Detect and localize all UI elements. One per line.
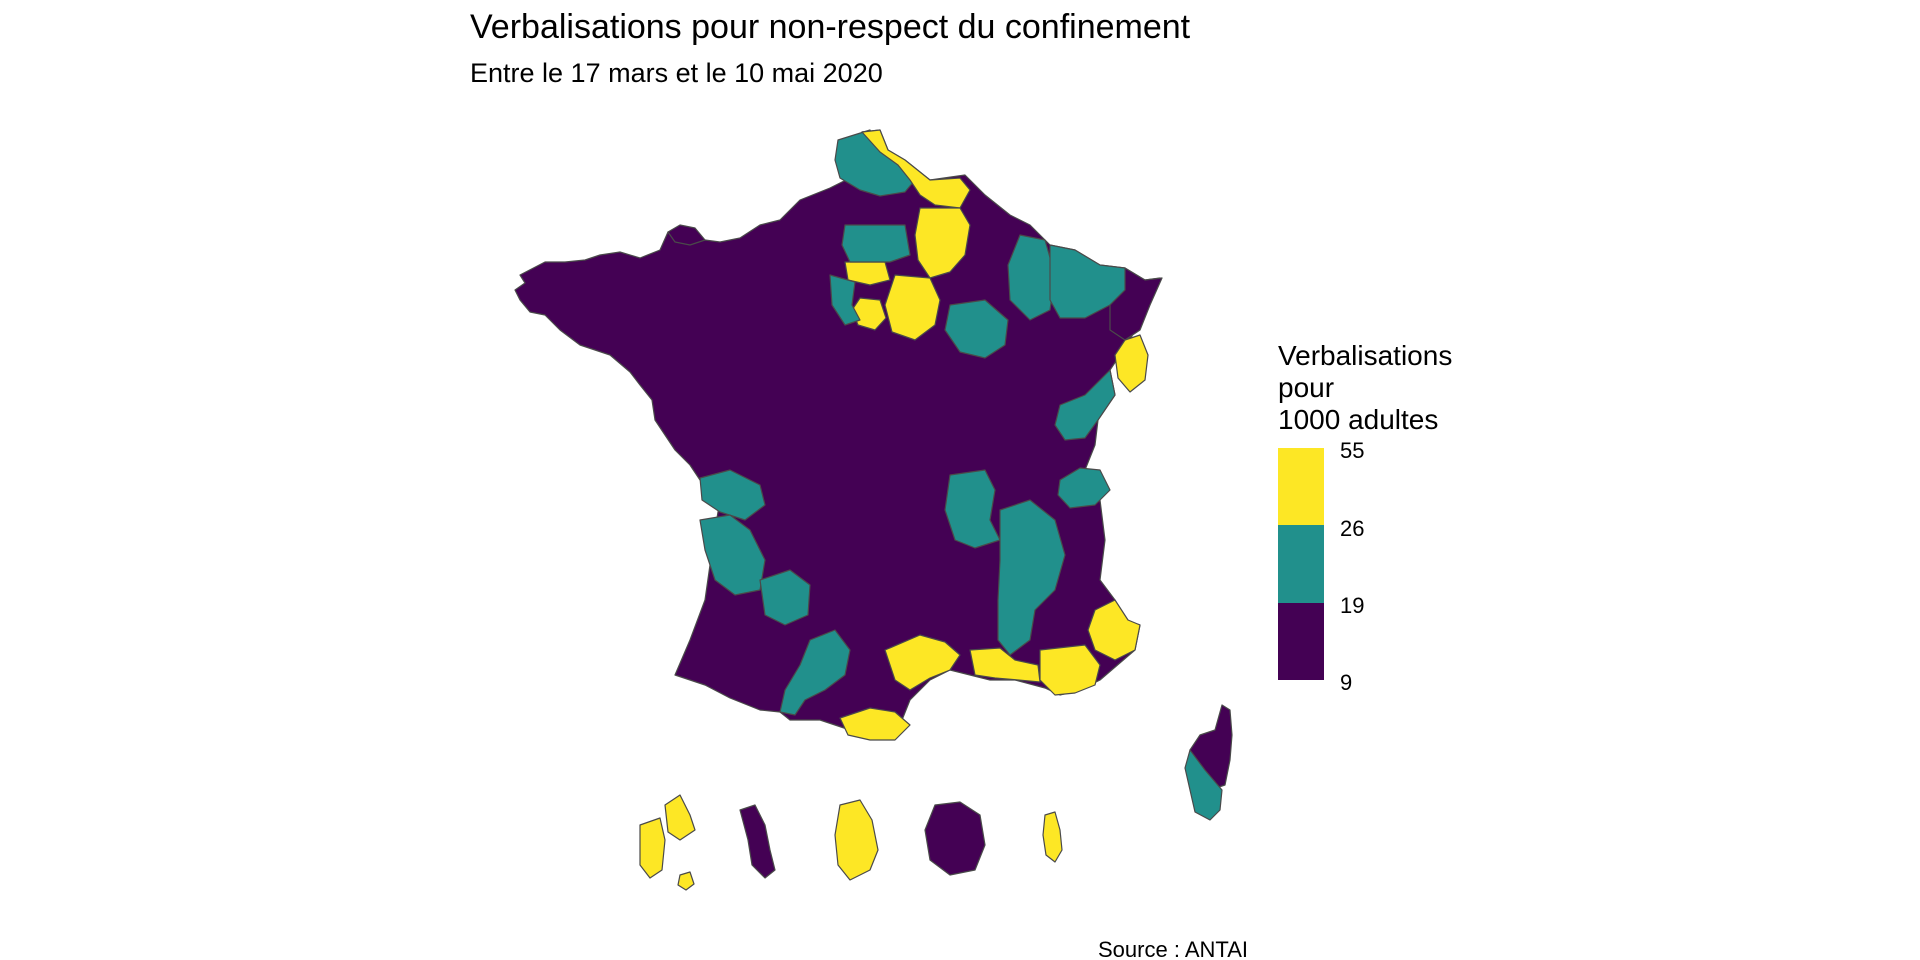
region-charente-maritime (699, 469, 766, 521)
region-martinique (739, 804, 776, 879)
region-guyane (834, 799, 879, 881)
legend-title-line: Verbalisations (1278, 340, 1453, 371)
legend-swatch-mid (1278, 525, 1324, 603)
region-nord (861, 129, 971, 209)
region-gard-herault (884, 634, 961, 691)
region-haute-savoie (1057, 467, 1111, 509)
legend-swatch-high (1278, 448, 1324, 525)
region-marie-galante (677, 871, 695, 891)
region-corse-du-sud (1184, 749, 1223, 821)
legend-title: Verbalisations pour 1000 adultes (1278, 340, 1452, 436)
region-var (1039, 644, 1101, 696)
region-pyrenees-orientales (839, 707, 911, 741)
overseas (639, 794, 1063, 891)
metropolitan-france (514, 129, 1163, 741)
region-bas-rhin (1109, 267, 1163, 341)
region-la-reunion (924, 801, 986, 876)
region-alpes-maritimes (1087, 599, 1141, 661)
legend-swatch-low (1278, 603, 1324, 680)
region-dordogne (759, 569, 811, 626)
source-caption: Source : ANTAI (1098, 937, 1248, 960)
legend-tick-label: 26 (1340, 516, 1365, 541)
region-guadeloupe-east (664, 794, 696, 841)
region-doubs (1054, 369, 1116, 441)
region-bouches-du-rhone (969, 647, 1041, 683)
region-aisne (914, 207, 971, 279)
region-meuse (1007, 234, 1056, 321)
region-oise (841, 224, 911, 263)
map-title: Verbalisations pour non-respect du confi… (470, 8, 1191, 46)
legend-colorbar (1278, 448, 1324, 680)
legend-tick-label: 19 (1340, 593, 1365, 618)
region-manche (667, 224, 706, 246)
region-guadeloupe (639, 817, 666, 879)
region-gironde (699, 514, 766, 596)
legend-tick-label: 55 (1340, 438, 1365, 463)
legend-tick-label: 9 (1340, 670, 1353, 695)
region-aube (944, 299, 1009, 359)
legend-title-line: pour (1278, 372, 1335, 403)
region-haut-rhin (1114, 334, 1149, 393)
map-subtitle: Entre le 17 mars et le 10 mai 2020 (470, 58, 883, 88)
region-haute-garonne (779, 629, 851, 716)
legend-title-line: 1000 adultes (1278, 404, 1439, 435)
region-yvelines (829, 274, 861, 326)
region-isere-drome (997, 499, 1066, 656)
corsica (1184, 704, 1233, 821)
region-mayotte (1042, 811, 1063, 863)
region-seine-et-marne (884, 274, 941, 341)
